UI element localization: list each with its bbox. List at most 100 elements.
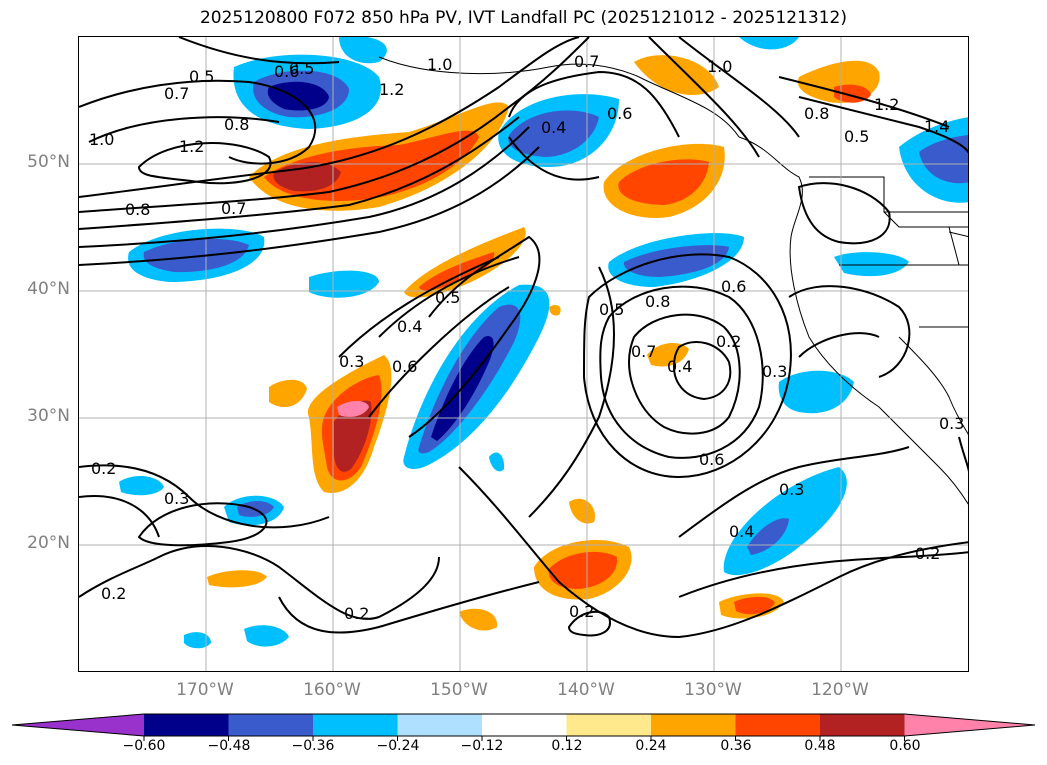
- colorbar-segment: [482, 714, 567, 736]
- pv-positive-region: [419, 252, 495, 291]
- pv-negative-region: [739, 37, 799, 50]
- contour-label: 0.3: [939, 414, 964, 433]
- pv-positive-region: [337, 401, 369, 417]
- contour-label: 0.6: [721, 277, 746, 296]
- lat-label: 50°N: [27, 152, 70, 172]
- colorbar-tick-label: −0.60: [122, 738, 166, 754]
- lon-label: 160°W: [303, 680, 361, 700]
- contour-label: 0.8: [804, 104, 829, 123]
- pv-negative-region: [489, 452, 505, 472]
- pv-negative-region: [339, 37, 387, 64]
- contour-label: 0.5: [189, 67, 214, 86]
- pv-positive-region: [459, 608, 498, 631]
- pv-fills: [119, 37, 968, 649]
- map-canvas: 0.5 0.6 1.2 1.0 0.7 0.6 1.0 1.2 1.4 0.7 …: [79, 37, 968, 671]
- colorbar-segment: [228, 714, 314, 736]
- pv-negative-region: [143, 238, 249, 273]
- contour-label: 0.5: [289, 59, 314, 78]
- lat-label: 20°N: [27, 533, 70, 553]
- colorbar-tick-label: −0.36: [291, 738, 335, 754]
- lon-label: 130°W: [684, 680, 742, 700]
- colorbar-segment: [820, 714, 905, 736]
- pv-negative-region: [919, 135, 968, 184]
- contour-label: 0.5: [435, 288, 460, 307]
- pv-negative-region: [244, 625, 289, 647]
- colorbar-segment: [313, 714, 398, 736]
- lon-label: 170°W: [176, 680, 234, 700]
- contour-label: 0.3: [164, 489, 189, 508]
- contour-label: 0.4: [729, 522, 754, 541]
- lat-label: 30°N: [27, 406, 70, 426]
- colorbar-segment: [651, 714, 736, 736]
- colorbar-tick-label: −0.12: [460, 738, 504, 754]
- pv-negative-region: [267, 81, 329, 111]
- colorbar-segment: [566, 714, 652, 736]
- contour-label: 1.2: [179, 137, 204, 156]
- contour-label: 0.8: [224, 115, 249, 134]
- colorbar-tick-label: −0.24: [376, 738, 420, 754]
- colorbar-tick-label: −0.48: [207, 738, 251, 754]
- colorbar-segment: [144, 714, 229, 736]
- pv-negative-region: [119, 475, 164, 496]
- pv-positive-region: [269, 379, 307, 408]
- contour-label: 0.8: [125, 200, 150, 219]
- contour-label: 0.8: [645, 292, 670, 311]
- contour-label: 0.2: [91, 459, 116, 478]
- contour-label-group: 0.5 0.6 1.2 1.0 0.7 0.6 1.0 1.2 1.4 0.7 …: [89, 52, 964, 623]
- ivt-contours: [79, 37, 968, 639]
- colorbar-tick-label: 0.48: [804, 738, 836, 754]
- contour-label: 0.2: [716, 332, 741, 351]
- contour-label: 0.5: [844, 127, 869, 146]
- pv-positive-region: [549, 304, 561, 316]
- pv-positive-region: [734, 596, 775, 615]
- coastline: [378, 56, 968, 505]
- colorbar-extend-min: [12, 714, 144, 736]
- contour-label: 1.0: [89, 130, 114, 149]
- contour-label: 1.2: [379, 80, 404, 99]
- pv-negative-region: [508, 110, 599, 157]
- contour-label: 1.0: [707, 57, 732, 76]
- contour-label: 1.0: [427, 55, 452, 74]
- contour-label: 0.2: [101, 584, 126, 603]
- colorbar-segment: [397, 714, 483, 736]
- contour-label: 0.5: [599, 300, 624, 319]
- pv-negative-region: [747, 518, 789, 555]
- contour-label: 0.7: [164, 84, 189, 103]
- pv-negative-region: [184, 632, 211, 649]
- lon-label: 120°W: [811, 680, 869, 700]
- contour-label: 0.7: [221, 199, 246, 218]
- pv-negative-region: [309, 270, 379, 298]
- contour-label: 0.4: [397, 317, 422, 336]
- contour-label: 0.6: [392, 357, 417, 376]
- pv-negative-region: [623, 245, 729, 277]
- pv-positive-region: [569, 498, 595, 524]
- contour-label: 0.2: [569, 602, 594, 621]
- contour-label: 0.7: [631, 342, 656, 361]
- lon-label: 140°W: [557, 680, 615, 700]
- contour-label: 0.6: [607, 104, 632, 123]
- contour-label: 0.7: [574, 52, 599, 71]
- colorbar-tick-label: 0.24: [635, 738, 667, 754]
- contour-label: 0.6: [699, 450, 724, 469]
- contour-label: 0.3: [762, 362, 787, 381]
- contour-label: 0.3: [779, 480, 804, 499]
- pv-negative-region: [834, 252, 909, 277]
- contour-label: 0.6: [274, 62, 299, 81]
- contour-label: 0.2: [344, 604, 369, 623]
- contour-label: 0.3: [339, 352, 364, 371]
- pv-negative-region: [778, 370, 854, 414]
- contour-label: 1.2: [874, 95, 899, 114]
- lon-label: 150°W: [430, 680, 488, 700]
- pv-positive-region: [618, 159, 709, 205]
- contour-label: 1.4: [924, 117, 949, 136]
- contour-label: 0.4: [667, 357, 692, 376]
- colorbar-tick-label: 0.12: [551, 738, 583, 754]
- colorbar-tick-label: 0.60: [889, 738, 921, 754]
- pv-positive-region: [207, 570, 267, 588]
- map-title: 2025120800 F072 850 hPa PV, IVT Landfall…: [199, 8, 847, 28]
- graticule: [79, 37, 968, 671]
- colorbar-segment: [735, 714, 821, 736]
- colorbar: [11, 713, 1036, 741]
- pv-positive-region: [548, 551, 618, 589]
- contour-label: 0.2: [915, 544, 940, 563]
